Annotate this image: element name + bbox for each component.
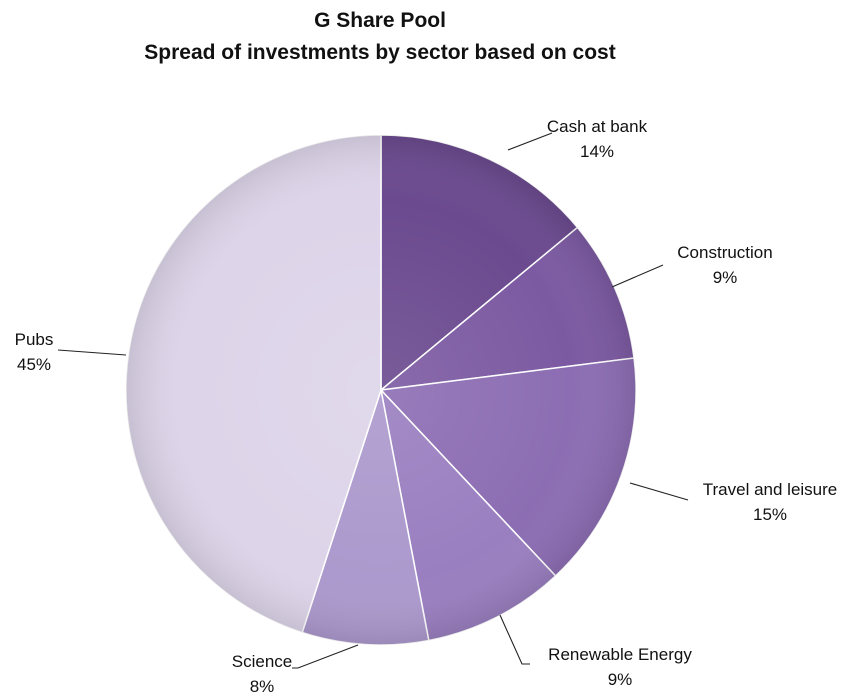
leader-line	[57, 349, 127, 356]
slice-label-name: Renewable Energy	[548, 645, 692, 664]
leader-line	[499, 614, 530, 665]
slice-label-value: 15%	[753, 505, 787, 524]
leader-line	[611, 264, 664, 288]
slice-labels: Cash at bank 14% Construction 9% Travel and …	[15, 117, 838, 696]
slice-label-value: 45%	[17, 355, 51, 374]
leader-line	[507, 132, 553, 151]
slice-label-value: 8%	[250, 677, 275, 696]
chart-title: G Share Pool	[314, 9, 446, 32]
slice-label-name: Science	[232, 652, 292, 671]
slice-label-name: Construction	[677, 243, 772, 262]
slice-label-name: Cash at bank	[547, 117, 648, 136]
leader-line	[629, 482, 689, 501]
leader-line	[292, 644, 359, 669]
slice-label-name: Pubs	[15, 330, 54, 349]
leader-lines	[57, 132, 689, 669]
pie-slices	[125, 134, 637, 646]
chart-subtitle: Spread of investments by sector based on…	[144, 41, 615, 64]
slice-label-value: 9%	[713, 268, 738, 287]
slice-label-value: 9%	[608, 670, 633, 689]
slice-label-name: Travel and leisure	[703, 480, 838, 499]
slice-label-value: 14%	[580, 142, 614, 161]
